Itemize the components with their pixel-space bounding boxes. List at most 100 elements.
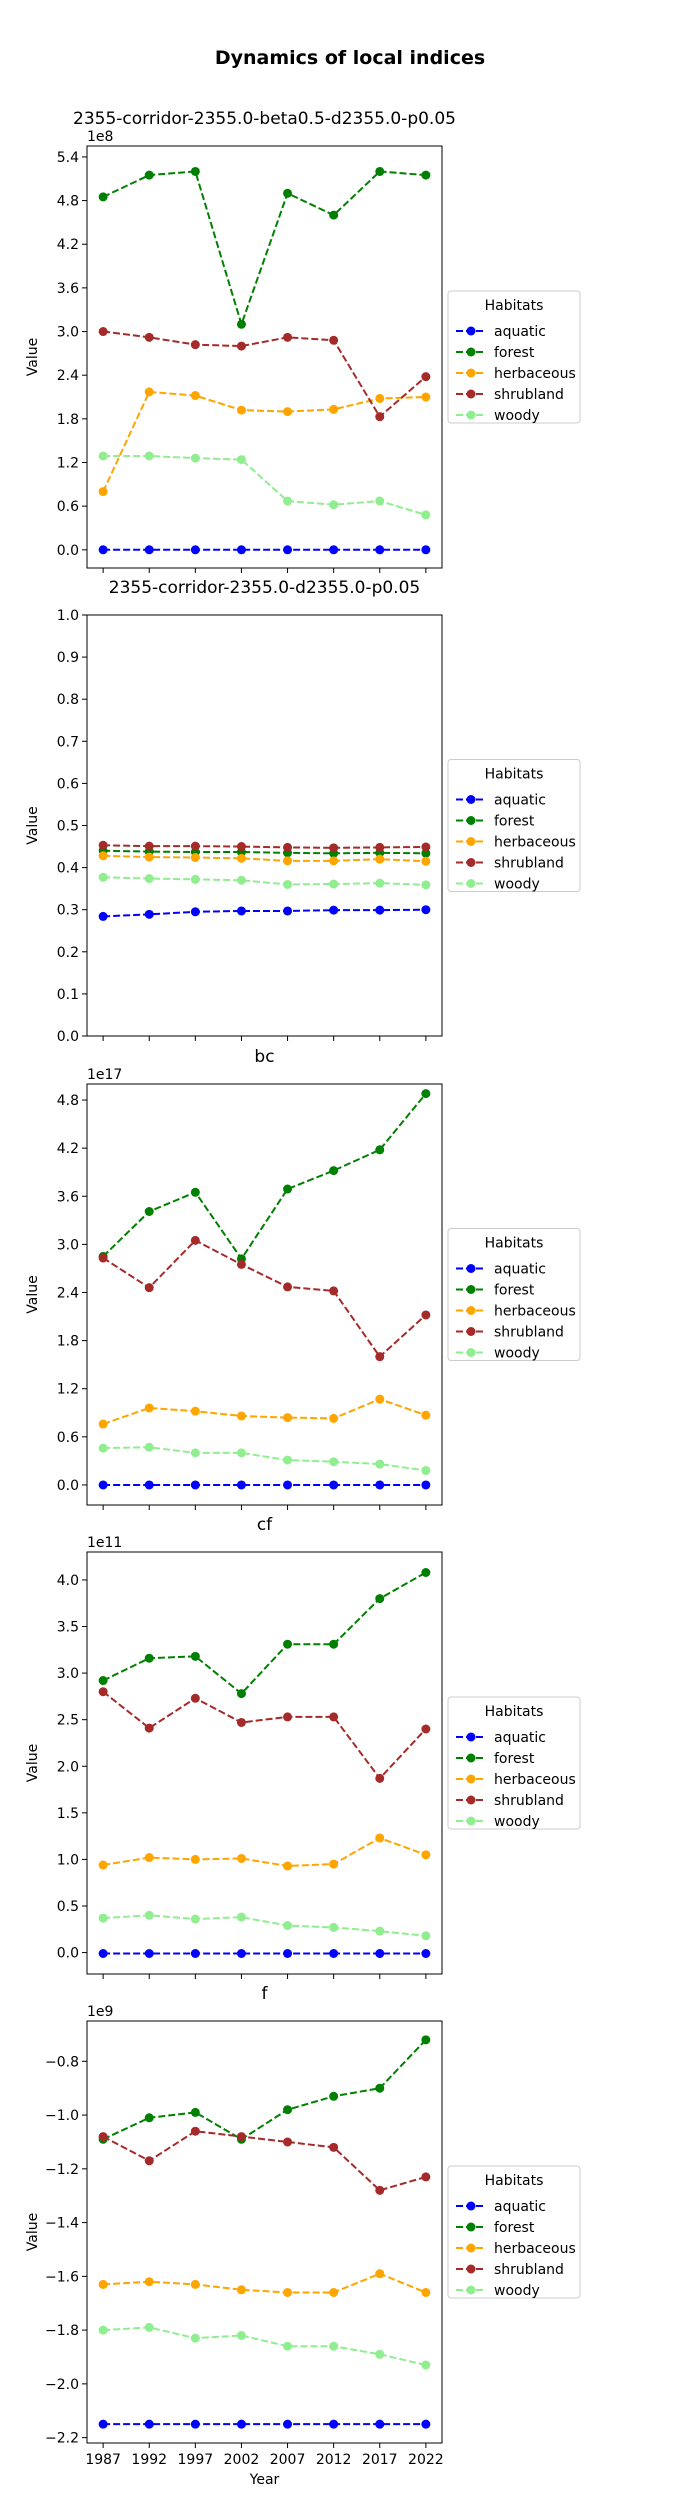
data-point-aquatic — [98, 1949, 108, 1959]
data-point-aquatic — [98, 545, 108, 555]
data-point-herbaceous — [329, 856, 339, 866]
data-point-woody — [329, 500, 339, 510]
data-point-herbaceous — [144, 1853, 154, 1863]
data-point-aquatic — [283, 2419, 293, 2429]
data-point-woody — [190, 1448, 200, 1458]
data-point-shrubland — [283, 332, 293, 342]
data-point-shrubland — [144, 2156, 154, 2166]
legend-label-herbaceous: herbaceous — [494, 835, 576, 851]
axis-offset-label: 1e9 — [87, 2004, 113, 2020]
legend-swatch-marker — [466, 837, 476, 846]
data-point-herbaceous — [236, 853, 246, 863]
y-tick-label: 1.5 — [57, 1806, 79, 1822]
data-point-herbaceous — [375, 854, 385, 864]
data-point-woody — [283, 496, 293, 506]
data-point-woody — [329, 879, 339, 889]
data-point-aquatic — [375, 545, 385, 555]
legend-label-forest: forest — [494, 814, 535, 830]
data-point-woody — [236, 455, 246, 465]
y-tick-label: 1.8 — [57, 412, 79, 428]
data-point-herbaceous — [283, 1413, 293, 1423]
data-point-forest — [421, 1089, 431, 1099]
data-point-shrubland — [236, 1259, 246, 1269]
data-point-forest — [283, 1184, 293, 1194]
data-point-forest — [329, 1166, 339, 1176]
legend-swatch-marker — [466, 816, 476, 825]
data-point-woody — [144, 1442, 154, 1452]
data-point-forest — [421, 848, 431, 858]
legend-label-herbaceous: herbaceous — [494, 1772, 576, 1788]
data-point-forest — [283, 1639, 293, 1649]
legend-swatch-marker — [466, 2222, 476, 2232]
data-point-aquatic — [421, 1480, 431, 1490]
data-point-woody — [375, 1926, 385, 1936]
data-point-shrubland — [329, 1286, 339, 1296]
data-point-herbaceous — [98, 851, 108, 861]
data-point-shrubland — [190, 2126, 200, 2136]
data-point-shrubland — [421, 842, 431, 852]
data-point-woody — [329, 1457, 339, 1467]
plot-frame — [86, 614, 443, 1037]
legend-title: Habitats — [485, 298, 544, 314]
data-point-woody — [98, 1913, 108, 1923]
plot-frame — [86, 2020, 443, 2444]
y-tick-label: 0.4 — [57, 861, 79, 877]
y-tick-label: −2.2 — [45, 2431, 79, 2447]
data-point-herbaceous — [329, 2287, 339, 2297]
series-line-forest — [102, 1571, 427, 1695]
data-point-woody — [283, 2341, 293, 2351]
data-point-shrubland — [236, 842, 246, 852]
data-point-forest — [375, 166, 385, 176]
y-tick-label: −1.4 — [45, 2216, 79, 2232]
y-tick-label: 5.4 — [57, 150, 79, 166]
data-point-aquatic — [283, 1949, 293, 1959]
data-point-aquatic — [375, 905, 385, 915]
data-point-aquatic — [421, 545, 431, 555]
legend-swatch-marker — [466, 1795, 476, 1805]
legend-swatch-marker — [466, 1753, 476, 1763]
data-point-shrubland — [375, 1773, 385, 1783]
data-point-forest — [283, 2105, 293, 2115]
data-point-woody — [329, 1922, 339, 1932]
data-point-woody — [283, 1921, 293, 1931]
legend-swatch-marker — [466, 879, 476, 888]
y-tick-label: 3.5 — [57, 1620, 79, 1636]
legend-label-woody: woody — [494, 408, 540, 424]
data-point-aquatic — [329, 1480, 339, 1490]
y-tick-label: −1.8 — [45, 2323, 79, 2339]
y-tick-label: 0.0 — [57, 1946, 79, 1962]
data-point-forest — [144, 1207, 154, 1217]
data-point-shrubland — [144, 1283, 154, 1293]
data-point-aquatic — [236, 2419, 246, 2429]
series-line-forest — [102, 2039, 427, 2141]
y-tick-label: 3.6 — [57, 281, 79, 297]
legend-swatch-marker — [466, 326, 476, 336]
data-point-shrubland — [98, 1687, 108, 1697]
series-line-woody — [103, 454, 427, 516]
legend-swatch-marker — [466, 858, 476, 867]
data-point-herbaceous — [190, 1406, 200, 1416]
data-point-shrubland — [421, 1310, 431, 1320]
legend-box — [447, 1228, 581, 1361]
data-point-shrubland — [421, 1724, 431, 1734]
legend-label-shrubland: shrubland — [494, 2262, 564, 2278]
data-point-herbaceous — [98, 487, 108, 497]
y-tick-label: 4.0 — [57, 1573, 79, 1589]
series-line-forest — [102, 1092, 427, 1261]
data-point-forest — [144, 1653, 154, 1663]
y-tick-label: 0.6 — [57, 776, 79, 792]
legend: Habitats aquatic forest herbaceous shrubland… — [447, 290, 581, 424]
data-point-forest — [375, 1594, 385, 1604]
legend-swatch-marker — [466, 1348, 476, 1357]
data-point-forest — [375, 2083, 385, 2093]
data-point-shrubland — [329, 843, 339, 853]
x-tick-label: 2012 — [316, 2452, 352, 2468]
data-point-shrubland — [421, 2172, 431, 2182]
data-point-aquatic — [190, 2419, 200, 2429]
data-point-forest — [190, 1651, 200, 1661]
data-point-herbaceous — [329, 1413, 339, 1423]
data-point-forest — [144, 170, 154, 180]
y-tick-label: 0.5 — [57, 819, 79, 835]
legend-label-herbaceous: herbaceous — [494, 1304, 576, 1320]
data-point-woody — [375, 878, 385, 888]
